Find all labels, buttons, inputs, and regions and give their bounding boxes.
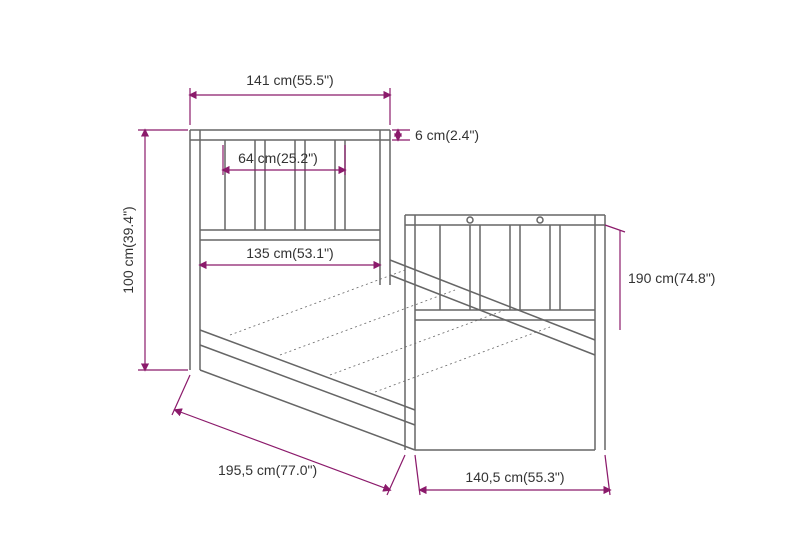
dim-rail-height: 6 cm(2.4") <box>415 127 479 143</box>
dim-height: 100 cm(39.4") <box>120 206 136 293</box>
dim-inner-length: 190 cm(74.8") <box>628 270 715 286</box>
dim-headboard-panel: 64 cm(25.2") <box>238 150 318 166</box>
dim-inner-width: 135 cm(53.1") <box>246 245 333 261</box>
dimension-lines: 141 cm(55.5") 64 cm(25.2") 6 cm(2.4") 10… <box>120 72 715 495</box>
bed-frame-drawing <box>190 130 605 450</box>
dim-outer-length: 195,5 cm(77.0") <box>218 462 317 478</box>
dim-outer-width: 140,5 cm(55.3") <box>465 469 564 485</box>
dim-top-width: 141 cm(55.5") <box>246 72 333 88</box>
bed-frame-dimension-diagram: 141 cm(55.5") 64 cm(25.2") 6 cm(2.4") 10… <box>0 0 800 533</box>
